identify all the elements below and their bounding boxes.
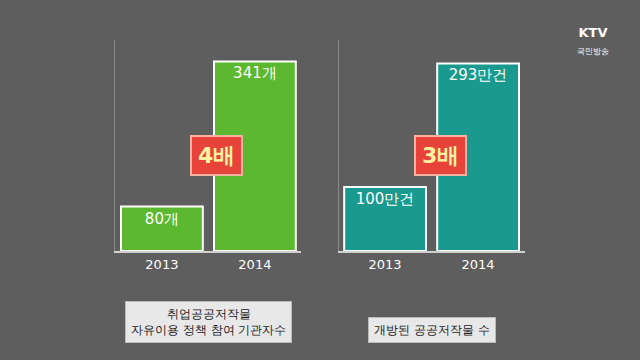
svg-text:3배: 3배 — [422, 143, 459, 168]
svg-text:80개: 80개 — [145, 210, 179, 228]
svg-text:2013: 2013 — [145, 257, 178, 272]
svg-text:2013: 2013 — [369, 257, 402, 272]
svg-text:KTV국민방송: KTV국민방송 — [577, 25, 609, 56]
svg-text:341개: 341개 — [233, 64, 277, 82]
svg-text:2014: 2014 — [238, 257, 271, 272]
svg-text:4배: 4배 — [198, 143, 235, 168]
svg-text:개방된 공공저작물 수: 개방된 공공저작물 수 — [374, 323, 490, 337]
svg-text:취업공공저작물자유이용 정책 참여 기관자수: 취업공공저작물자유이용 정책 참여 기관자수 — [131, 307, 286, 337]
svg-text:100만건: 100만건 — [356, 190, 415, 208]
svg-text:293만건: 293만건 — [449, 66, 508, 84]
svg-text:2014: 2014 — [462, 257, 495, 272]
